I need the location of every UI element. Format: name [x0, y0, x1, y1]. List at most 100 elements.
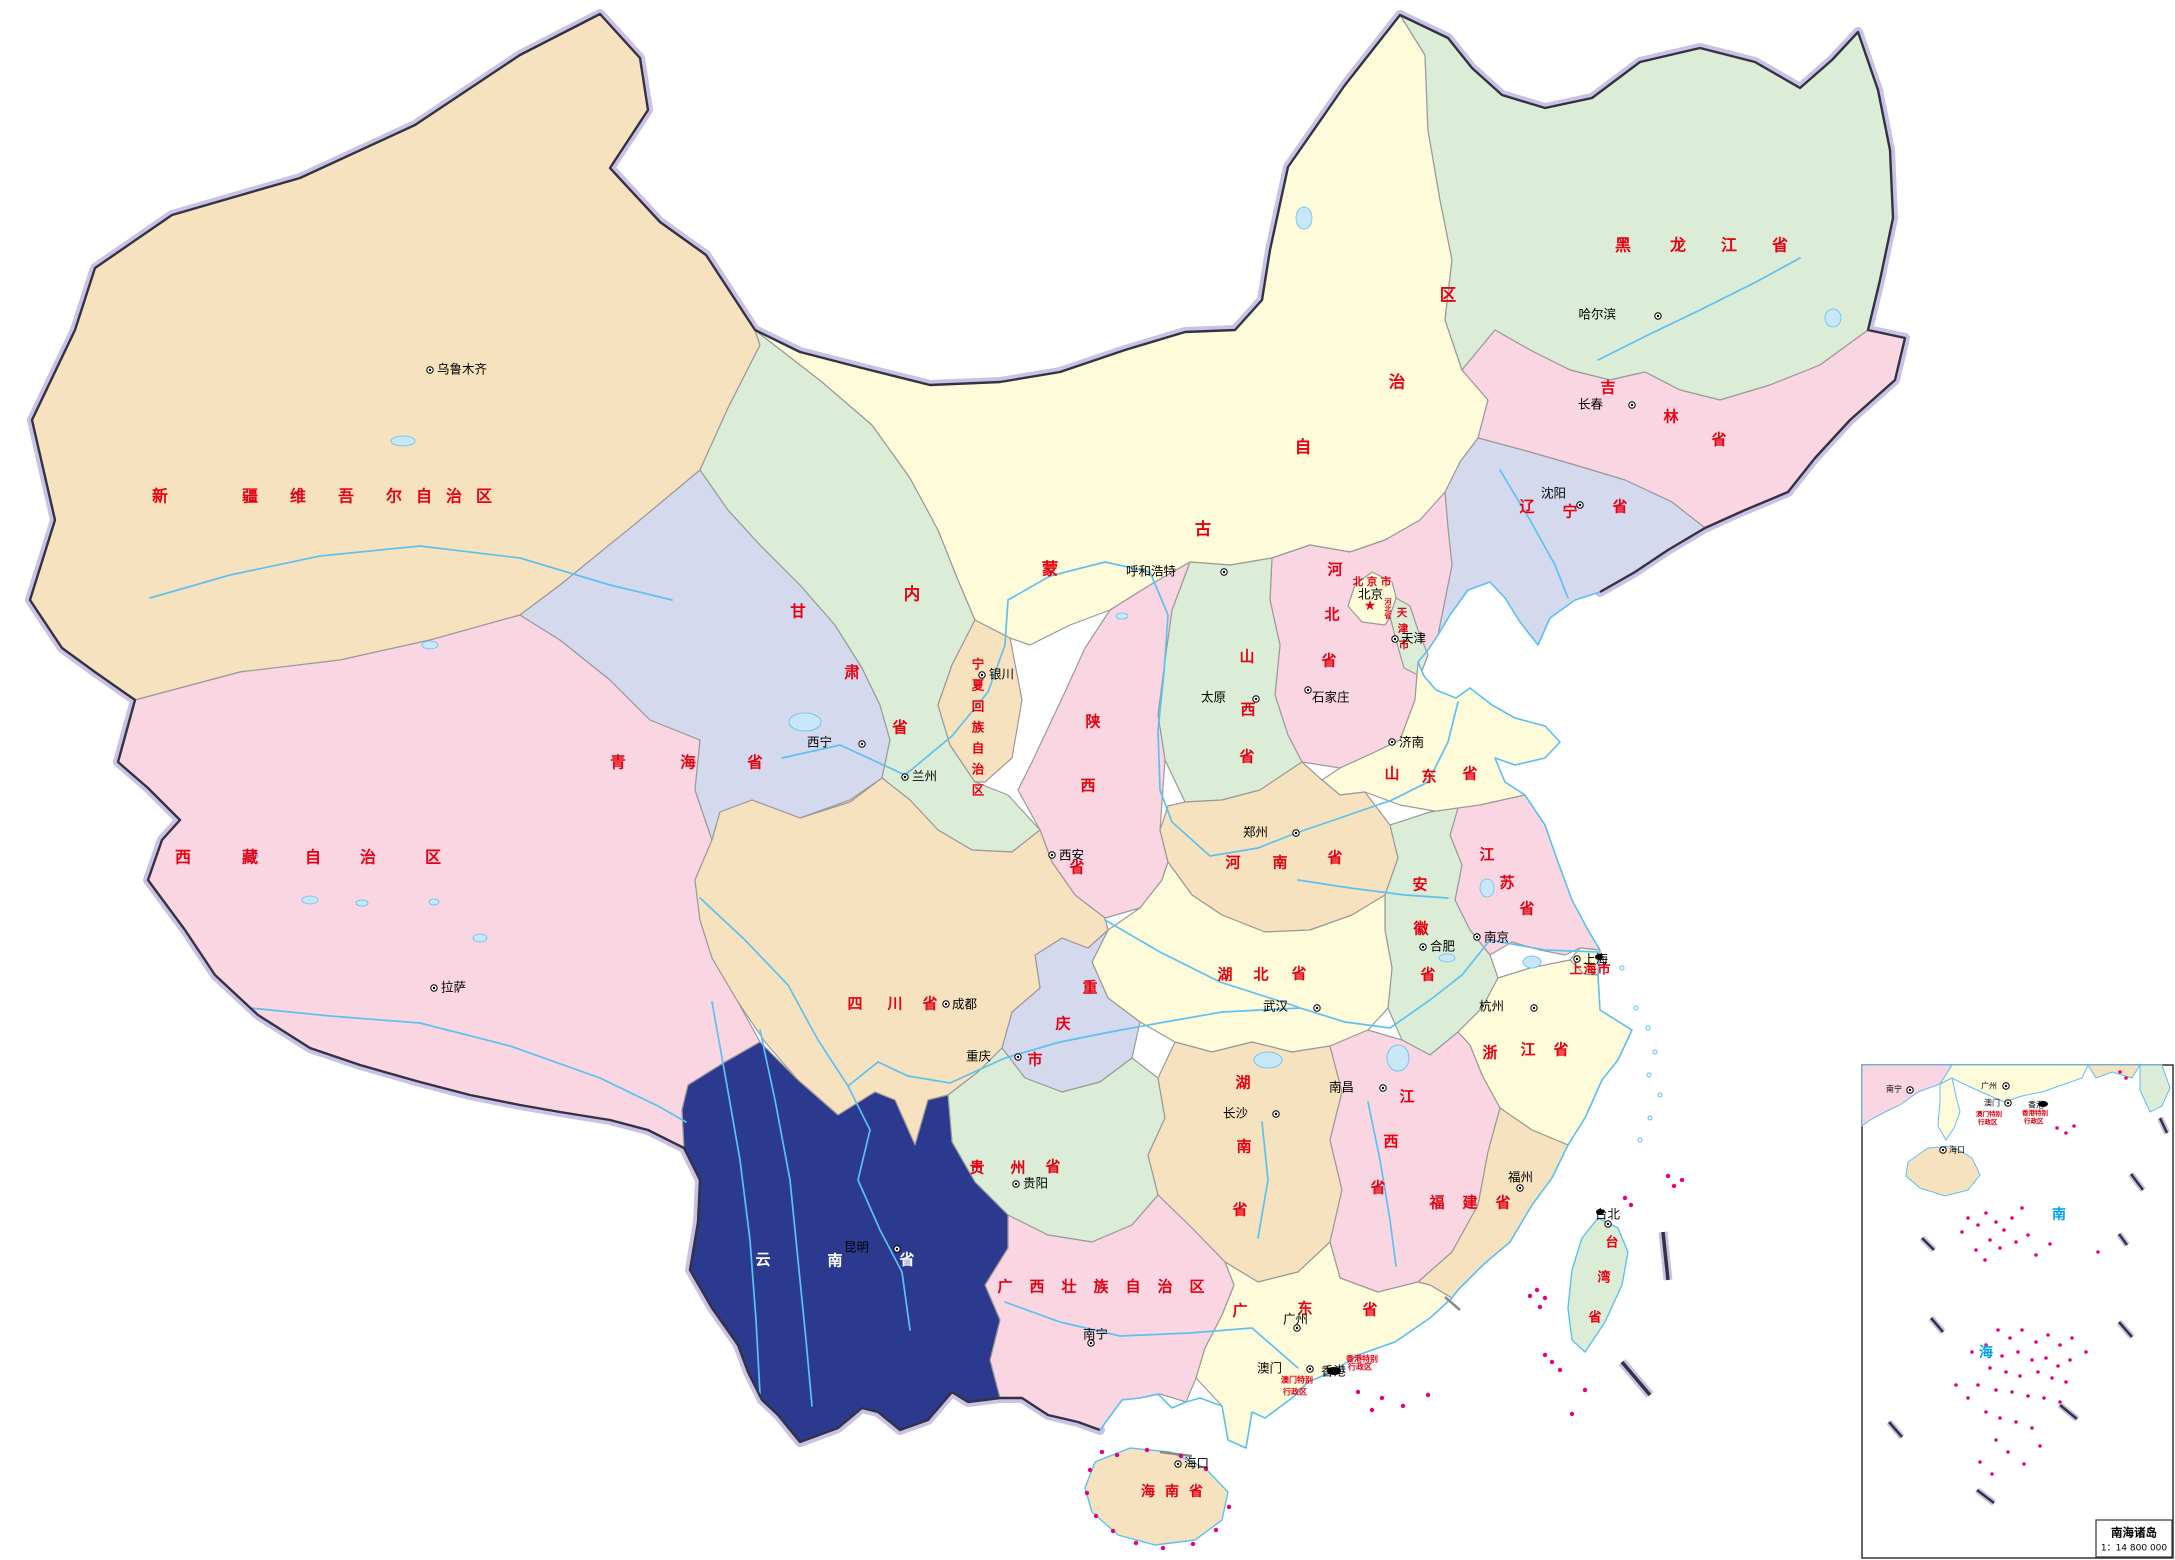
inset-island — [2064, 1131, 2068, 1135]
small-island — [1679, 1177, 1685, 1183]
inset-island — [2004, 1370, 2008, 1374]
inset-island — [1984, 1410, 1988, 1414]
inset-island — [2018, 1374, 2022, 1378]
city-wuhan: 武汉 — [1263, 999, 1289, 1014]
river — [1004, 1301, 1299, 1369]
province-label-heilongjiang: 黑 — [1615, 236, 1631, 255]
province-label-hubei: 湖 — [1217, 966, 1232, 984]
lake — [390, 435, 416, 447]
small-island — [1557, 1367, 1563, 1373]
province-label-neimenggu: 蒙 — [1042, 559, 1059, 579]
international-border — [28, 12, 1907, 1444]
inset-island — [1998, 1416, 2002, 1420]
province-jiangsu[interactable] — [1449, 794, 1601, 956]
city-taiyuan: 太原 — [1201, 690, 1226, 705]
inset-label-inset-macau-sar: 行政区 — [1977, 1117, 1998, 1126]
province-label-hebei: 河 — [1327, 561, 1342, 579]
inset-island — [1988, 1238, 1992, 1242]
inset-label-inset-hongkong-sar: 行政区 — [2023, 1116, 2044, 1125]
inset-island — [1974, 1248, 1978, 1252]
city-dot-center — [1518, 1186, 1522, 1190]
city-beijing: 北京 — [1358, 587, 1383, 602]
inset-island — [2020, 1328, 2024, 1332]
small-island — [1099, 1449, 1105, 1455]
city-shanghai: 上海 — [1583, 952, 1609, 967]
inset-island — [2068, 1358, 2072, 1362]
province-label-jiangsu: 省 — [1518, 900, 1534, 918]
city-dot-center — [1630, 403, 1634, 407]
inset-city-inset-nanning: 南宁 — [1886, 1084, 1902, 1094]
city-lanzhou: 兰州 — [912, 769, 937, 784]
small-island — [1084, 1490, 1090, 1496]
inset-island — [2058, 1343, 2062, 1347]
city-dot-center — [1308, 1367, 1312, 1371]
province-label-liaoning: 辽 — [1519, 498, 1534, 516]
coastal-islet — [1646, 1072, 1652, 1078]
province-label-jiangxi: 西 — [1383, 1133, 1398, 1151]
inset-island — [2096, 1250, 2100, 1254]
province-label-xizang: 藏 — [242, 848, 258, 867]
city-guangzhou: 广州 — [1283, 1312, 1308, 1327]
province-taiwan[interactable] — [1567, 1217, 1629, 1353]
inset-land — [2087, 1064, 2141, 1079]
inset-island — [1988, 1366, 1992, 1370]
river — [699, 897, 1599, 1088]
city-xianggang: 香港 — [1321, 1364, 1347, 1379]
inset-island — [2006, 1450, 2010, 1454]
province-label-guangxi: 区 — [1189, 1278, 1204, 1296]
inset-frame[interactable] — [1861, 1064, 2174, 1559]
city-dot-center — [1532, 1006, 1536, 1010]
inset-land — [2139, 1064, 2171, 1113]
city-haerbin: 哈尔滨 — [1578, 307, 1616, 322]
river — [847, 1085, 911, 1331]
city-dot-center — [903, 775, 907, 779]
small-island — [1537, 1304, 1543, 1310]
inset-island — [2030, 1358, 2034, 1362]
inset-island — [2034, 1340, 2038, 1344]
lake — [1386, 1044, 1410, 1072]
label-hebei-wedge: 河 — [1385, 597, 1392, 606]
small-island — [1160, 1545, 1166, 1551]
province-label-neimenggu: 治 — [1389, 372, 1406, 392]
label-hongkong-sar: 行政区 — [1347, 1362, 1372, 1372]
inset-city-inset-macau: 澳门 — [1984, 1098, 2000, 1108]
lake — [428, 898, 440, 906]
province-label-xinjiang: 维 — [290, 487, 306, 506]
inset-land — [1905, 1145, 1981, 1197]
province-label-shanghai: 上 — [1569, 963, 1582, 978]
province-label-fujian: 福 — [1428, 1194, 1444, 1212]
province-label-guangdong: 省 — [1361, 1301, 1377, 1319]
inset-island — [1984, 1211, 1988, 1215]
province-label-ningxia: 回 — [972, 699, 985, 714]
city-dot-center — [860, 742, 864, 746]
inset-island — [2038, 1444, 2042, 1448]
city-dot-center — [1016, 1055, 1020, 1059]
inset-island — [1996, 1328, 2000, 1332]
province-label-liaoning: 宁 — [1562, 503, 1577, 521]
small-island — [1226, 1504, 1232, 1510]
city-dot-center — [1050, 853, 1054, 857]
small-island — [1622, 1195, 1628, 1201]
province-label-sichuan: 川 — [886, 995, 902, 1013]
city-changchun: 长春 — [1578, 397, 1604, 412]
province-label-jilin: 吉 — [1600, 379, 1615, 397]
province-label-chongqing: 市 — [1027, 1051, 1042, 1069]
province-sichuan[interactable] — [694, 777, 1109, 1146]
small-island — [1178, 1453, 1184, 1459]
province-hebei[interactable] — [1269, 491, 1453, 769]
province-label-fujian: 省 — [1494, 1194, 1510, 1212]
province-label-taiwan: 省 — [1587, 1310, 1601, 1326]
coastline — [1099, 581, 1633, 1449]
city-zhengzhou: 郑州 — [1243, 825, 1268, 840]
province-label-jilin: 林 — [1663, 408, 1679, 426]
province-label-shaanxi: 省 — [1068, 859, 1084, 877]
inset-dash — [2117, 1233, 2129, 1246]
province-label-xinjiang: 疆 — [242, 487, 258, 506]
inset-city-inset-haikou: 海口 — [1949, 1145, 1965, 1155]
urban-area-blob — [1596, 1209, 1604, 1215]
inset-land — [1937, 1077, 1961, 1141]
inset-island — [1994, 1388, 1998, 1392]
city-chongqing: 重庆 — [966, 1049, 992, 1064]
